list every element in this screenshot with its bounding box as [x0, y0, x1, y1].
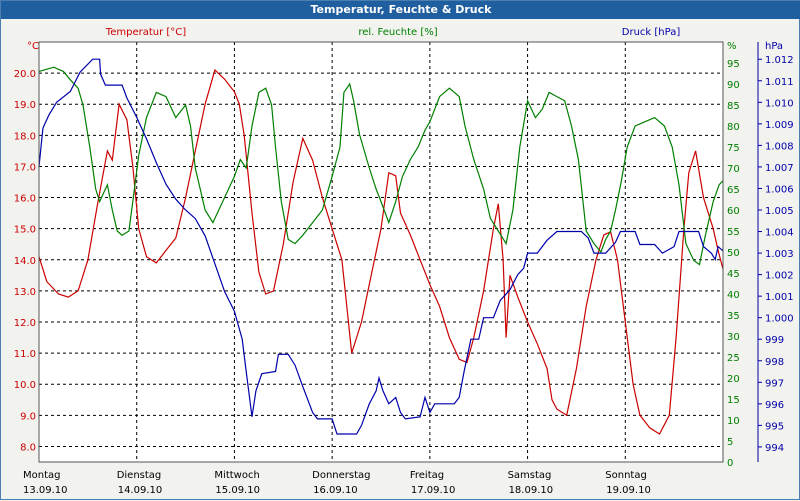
humidity-tick-label: 85 — [727, 101, 740, 112]
chart-title: Temperatur, Feuchte & Druck — [1, 1, 800, 19]
pressure-tick-label: 996 — [765, 400, 784, 411]
x-day-label: Dienstag — [117, 470, 162, 481]
x-date-label: 15.09.10 — [215, 485, 260, 496]
humidity-tick-label: 5 — [727, 437, 733, 448]
pressure-tick-label: 1.010 — [765, 98, 794, 109]
pressure-tick-label: 1.003 — [765, 249, 794, 260]
pressure-tick-label: 1.005 — [765, 206, 794, 217]
temp-tick-label: 12.0 — [14, 318, 36, 329]
humidity-tick-label: 35 — [727, 311, 740, 322]
humidity-tick-label: 45 — [727, 269, 740, 280]
temp-tick-label: 14.0 — [14, 256, 36, 267]
pressure-tick-label: 995 — [765, 421, 784, 432]
temp-tick-label: 17.0 — [14, 162, 36, 173]
humidity-axis-unit: % — [727, 41, 737, 52]
humidity-tick-label: 10 — [727, 416, 740, 427]
humidity-tick-label: 60 — [727, 206, 740, 217]
humidity-tick-label: 70 — [727, 164, 740, 175]
x-day-label: Samstag — [508, 470, 552, 481]
x-date-label: 13.09.10 — [23, 485, 68, 496]
temp-tick-label: 11.0 — [14, 349, 36, 360]
left-axis-unit: °C — [27, 41, 39, 52]
temp-tick-label: 10.0 — [14, 380, 36, 391]
x-day-label: Donnerstag — [312, 470, 370, 481]
temp-tick-label: 15.0 — [14, 225, 36, 236]
humidity-tick-label: 30 — [727, 332, 740, 343]
temp-tick-label: 18.0 — [14, 131, 36, 142]
plot-area — [39, 42, 723, 462]
legend-temperature: Temperatur [°C] — [105, 27, 186, 38]
x-day-label: Montag — [23, 470, 60, 481]
temp-tick-label: 20.0 — [14, 69, 36, 80]
pressure-tick-label: 1.006 — [765, 184, 794, 195]
x-date-label: 16.09.10 — [313, 485, 358, 496]
legend-humidity: rel. Feuchte [%] — [358, 27, 437, 38]
pressure-tick-label: 1.000 — [765, 314, 794, 325]
humidity-tick-label: 90 — [727, 80, 740, 91]
pressure-tick-label: 1.012 — [765, 55, 794, 66]
x-day-label: Freitag — [410, 470, 444, 481]
series-line-pressure — [38, 58, 724, 435]
pressure-tick-label: 999 — [765, 335, 784, 346]
pressure-axis-unit: hPa — [765, 41, 783, 52]
temp-tick-label: 13.0 — [14, 287, 36, 298]
pressure-tick-label: 1.011 — [765, 77, 794, 88]
tick-labels: 8.0 9.0 10.0 11.0 12.0 13.0 14.0 15.0 16.0 17.0 18… — [14, 55, 794, 496]
temp-tick-label: 8.0 — [20, 442, 36, 453]
humidity-tick-label: 40 — [727, 290, 740, 301]
humidity-tick-label: 25 — [727, 353, 740, 364]
humidity-tick-label: 95 — [727, 59, 740, 70]
plot-border — [38, 41, 724, 463]
humidity-tick-label: 50 — [727, 248, 740, 259]
x-day-label: Mittwoch — [214, 470, 259, 481]
x-date-label: 19.09.10 — [606, 485, 651, 496]
x-date-label: 17.09.10 — [411, 485, 456, 496]
humidity-tick-label: 15 — [727, 395, 740, 406]
humidity-tick-label: 65 — [727, 185, 740, 196]
humidity-tick-label: 75 — [727, 143, 740, 154]
series-group — [38, 58, 724, 435]
pressure-tick-label: 994 — [765, 443, 784, 454]
humidity-tick-label: 20 — [727, 374, 740, 385]
temp-tick-label: 19.0 — [14, 100, 36, 111]
temp-tick-label: 16.0 — [14, 194, 36, 205]
pressure-tick-label: 1.004 — [765, 228, 794, 239]
pressure-tick-label: 1.009 — [765, 120, 794, 131]
series-line-humidity — [38, 66, 724, 266]
temp-tick-label: 9.0 — [20, 411, 36, 422]
series-line-temperature — [38, 68, 724, 435]
legend-pressure: Druck [hPa] — [622, 27, 681, 38]
x-day-label: Sonntag — [605, 470, 647, 481]
pressure-tick-label: 1.001 — [765, 292, 794, 303]
pressure-tick-label: 1.002 — [765, 271, 794, 282]
humidity-tick-label: 80 — [727, 122, 740, 133]
pressure-tick-label: 997 — [765, 378, 784, 389]
pressure-tick-label: 998 — [765, 357, 784, 368]
humidity-tick-label: 0 — [727, 458, 733, 469]
x-date-label: 14.09.10 — [118, 485, 163, 496]
humidity-tick-label: 55 — [727, 227, 740, 238]
x-date-label: 18.09.10 — [509, 485, 554, 496]
pressure-tick-label: 1.007 — [765, 163, 794, 174]
pressure-tick-label: 1.008 — [765, 141, 794, 152]
grid — [39, 42, 723, 462]
